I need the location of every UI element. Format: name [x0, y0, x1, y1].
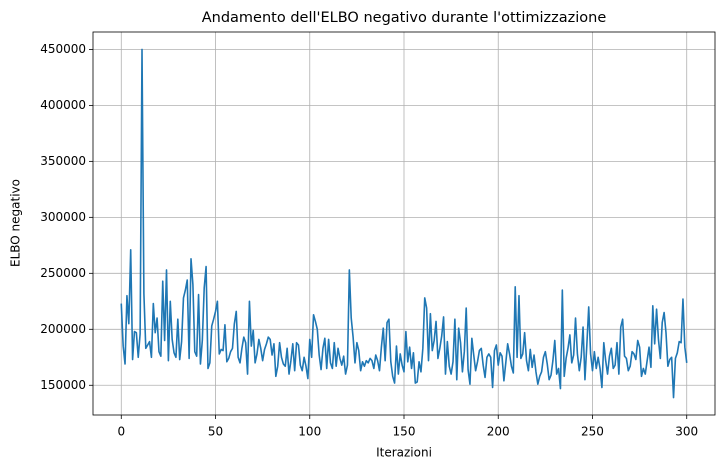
y-tick-label: 350000 [40, 154, 86, 168]
x-tick-label: 150 [393, 425, 416, 439]
y-tick-label: 300000 [40, 210, 86, 224]
y-tick-label: 150000 [40, 378, 86, 392]
data-line [120, 48, 688, 399]
x-tick-label: 250 [581, 425, 604, 439]
y-tick-label: 250000 [40, 266, 86, 280]
x-tick-label: 100 [298, 425, 321, 439]
x-tick-label: 0 [117, 425, 125, 439]
chart-title: Andamento dell'ELBO negativo durante l'o… [202, 10, 607, 26]
x-tick-label: 300 [675, 425, 698, 439]
y-tick-label: 400000 [40, 98, 86, 112]
x-tick-label: 50 [208, 425, 223, 439]
plot-frame [92, 31, 716, 416]
y-tick-label: 200000 [40, 322, 86, 336]
x-axis-label: Iterazioni [376, 446, 432, 460]
y-axis-label: ELBO negativo [9, 179, 23, 267]
x-tick-label: 200 [487, 425, 510, 439]
y-tick-label: 450000 [40, 42, 86, 56]
